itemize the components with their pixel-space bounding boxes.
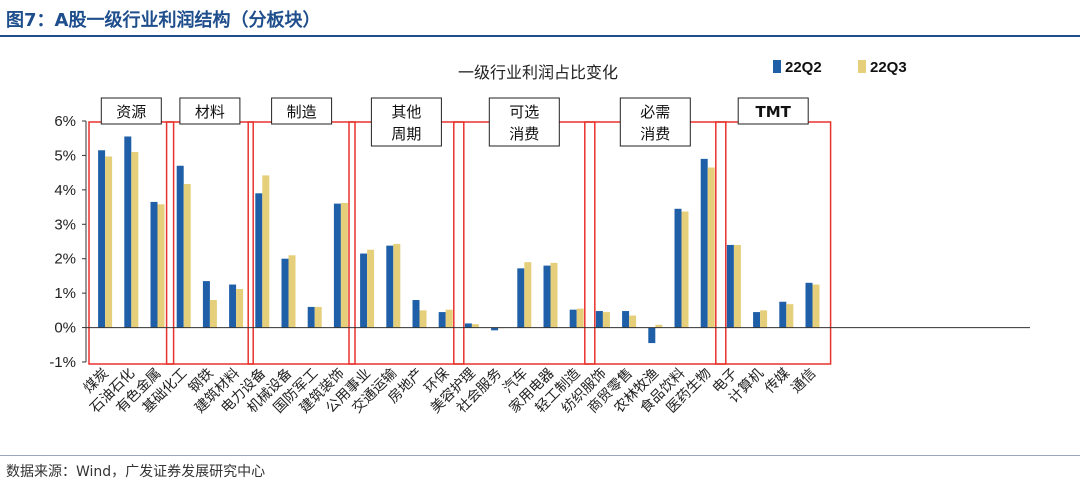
bar-22Q2 xyxy=(412,300,420,328)
group-label-box xyxy=(370,97,442,147)
bar-22Q3 xyxy=(733,244,741,328)
bar-22Q2 xyxy=(491,327,499,331)
legend-swatch xyxy=(773,60,781,73)
bar-22Q3 xyxy=(288,255,296,328)
bar-22Q2 xyxy=(726,244,734,328)
group-label-box xyxy=(271,97,333,125)
y-tick-label: 6% xyxy=(54,113,76,130)
bar-22Q2 xyxy=(464,323,472,328)
group-label-box xyxy=(179,97,241,125)
bar-22Q3 xyxy=(209,300,217,328)
bar-22Q3 xyxy=(262,175,270,328)
bar-22Q2 xyxy=(543,265,551,328)
x-tick-label: 传媒 xyxy=(762,366,793,397)
bar-22Q3 xyxy=(236,289,244,328)
bar-22Q3 xyxy=(183,184,191,328)
bar-22Q3 xyxy=(393,243,401,328)
group-label: 消费 xyxy=(640,125,670,143)
y-tick-label: 0% xyxy=(54,320,76,337)
bar-22Q3 xyxy=(576,308,584,328)
y-tick-label: 5% xyxy=(54,147,76,164)
bar-22Q2 xyxy=(386,245,394,328)
bar-22Q3 xyxy=(760,310,768,328)
legend-label: 22Q3 xyxy=(870,59,907,76)
y-tick-label: 2% xyxy=(54,251,76,268)
bar-22Q3 xyxy=(131,151,139,328)
y-tick-label: -1% xyxy=(49,354,76,371)
group-label-box xyxy=(488,97,560,147)
bar-22Q2 xyxy=(438,312,446,328)
y-tick-label: 4% xyxy=(54,182,76,199)
bottom-rule xyxy=(0,455,1080,456)
group-label: 消费 xyxy=(509,125,539,143)
x-tick-labels: 煤炭石油石化有色金属基础化工钢铁建筑材料电力设备机械设备国防军工建筑装饰公用事业… xyxy=(81,365,820,417)
bar-22Q3 xyxy=(105,156,113,328)
y-tick-label: 3% xyxy=(54,216,76,233)
legend-label: 22Q2 xyxy=(785,59,822,76)
bar-22Q2 xyxy=(674,208,682,328)
bar-22Q2 xyxy=(281,258,289,328)
bar-22Q2 xyxy=(124,136,132,328)
chart-title: 一级行业利润占比变化 xyxy=(458,63,618,82)
bar-22Q2 xyxy=(753,312,761,328)
bar-22Q3 xyxy=(314,306,322,328)
bar-22Q3 xyxy=(681,211,689,328)
bar-22Q3 xyxy=(655,324,663,328)
group-label: 周期 xyxy=(391,125,421,143)
bar-22Q3 xyxy=(419,310,427,328)
group-label: 材料 xyxy=(195,103,225,121)
x-tick-label: 通信 xyxy=(788,366,819,397)
bar-22Q2 xyxy=(255,193,263,328)
figure-title: 图7：A股一级行业利润结构（分板块） xyxy=(6,10,321,31)
bar-22Q2 xyxy=(595,311,603,328)
bar-22Q2 xyxy=(333,203,341,328)
bar-22Q3 xyxy=(550,262,558,328)
bar-22Q2 xyxy=(622,311,630,328)
title-rule xyxy=(0,35,1080,37)
bar-22Q2 xyxy=(229,284,237,328)
bar-22Q2 xyxy=(307,306,315,328)
group-label-box xyxy=(100,97,162,125)
bar-22Q2 xyxy=(176,165,184,328)
group-label: TMT xyxy=(756,103,792,121)
bar-22Q3 xyxy=(471,324,479,328)
group-label-box xyxy=(619,97,691,147)
group-label: 制造 xyxy=(287,103,317,121)
bar-22Q3 xyxy=(629,315,637,328)
legend-swatch xyxy=(858,60,866,73)
bar-22Q3 xyxy=(367,249,375,328)
bar-22Q2 xyxy=(779,301,787,328)
source-note: 数据来源：Wind，广发证券发展研究中心 xyxy=(6,464,266,480)
group-label: 其他 xyxy=(391,103,421,121)
legend: 22Q2 22Q3 xyxy=(773,59,907,76)
bar-22Q3 xyxy=(445,309,453,328)
group-label: 可选 xyxy=(509,103,539,121)
group-label-box xyxy=(737,97,809,125)
bar-22Q2 xyxy=(98,150,106,328)
bar-22Q3 xyxy=(812,284,820,328)
bar-22Q2 xyxy=(805,282,813,328)
axes: -1% 0% 1% 2% 3% 4% 5% 6% xyxy=(49,113,1030,371)
bar-22Q3 xyxy=(786,304,794,328)
group-label: 资源 xyxy=(116,103,146,121)
bar-22Q2 xyxy=(150,201,158,328)
bar-22Q2 xyxy=(648,327,656,344)
bar-22Q2 xyxy=(569,309,577,328)
bar-22Q2 xyxy=(360,253,368,328)
bars xyxy=(98,136,820,344)
bar-22Q2 xyxy=(202,281,210,328)
group-label: 必需 xyxy=(640,103,670,121)
bar-22Q3 xyxy=(157,204,165,328)
bar-22Q3 xyxy=(340,202,348,328)
bar-22Q3 xyxy=(524,262,532,328)
bar-22Q3 xyxy=(707,167,715,328)
bar-22Q3 xyxy=(602,312,610,328)
bar-22Q2 xyxy=(517,268,525,328)
bar-22Q2 xyxy=(700,158,708,328)
y-tick-label: 1% xyxy=(54,285,76,302)
